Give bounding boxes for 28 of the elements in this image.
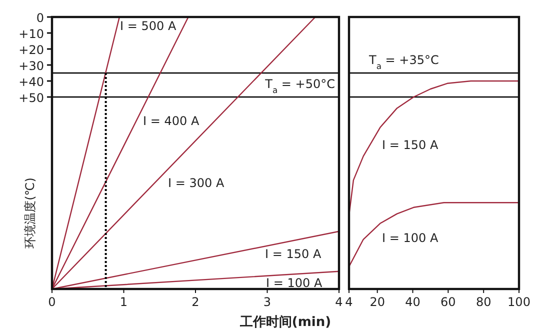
ref-line-label: T$_{a}$ = +50°C — [264, 77, 335, 95]
x-tick-label: 4 — [335, 295, 343, 309]
y-tick-label: 0 — [36, 11, 44, 25]
x-tick-label: 0 — [48, 295, 56, 309]
series-label: I = 400 A — [143, 114, 200, 128]
series-label: I = 150 A — [265, 247, 322, 261]
x-tick-label: 2 — [192, 295, 200, 309]
x-tick-label: 60 — [440, 295, 456, 309]
x-tick-label: 40 — [405, 295, 420, 309]
x-tick-label: 80 — [476, 295, 492, 309]
x-tick-label: 100 — [508, 295, 530, 309]
ref-line-label: T$_{a}$ = +35°C — [368, 53, 439, 71]
x-tick-label: 20 — [370, 295, 385, 309]
x-axis-title: 工作时间(min) — [238, 315, 332, 330]
x-tick-label: 4 — [345, 295, 353, 309]
y-tick-label: +20 — [18, 43, 44, 57]
series-label: I = 150 A — [382, 138, 439, 152]
series-label: I = 100 A — [266, 276, 323, 290]
y-tick-label: +40 — [18, 75, 44, 89]
y-tick-label: +50 — [18, 91, 44, 105]
series-label: I = 100 A — [382, 231, 439, 245]
y-tick-label: +30 — [18, 59, 44, 73]
x-tick-label: 1 — [120, 295, 128, 309]
series-label: I = 500 A — [120, 19, 177, 33]
x-tick-label: 3 — [263, 295, 272, 309]
y-tick-label: +10 — [18, 27, 44, 41]
y-axis-title: 环境温度(℃) — [23, 178, 37, 248]
series-label: I = 300 A — [168, 176, 225, 190]
